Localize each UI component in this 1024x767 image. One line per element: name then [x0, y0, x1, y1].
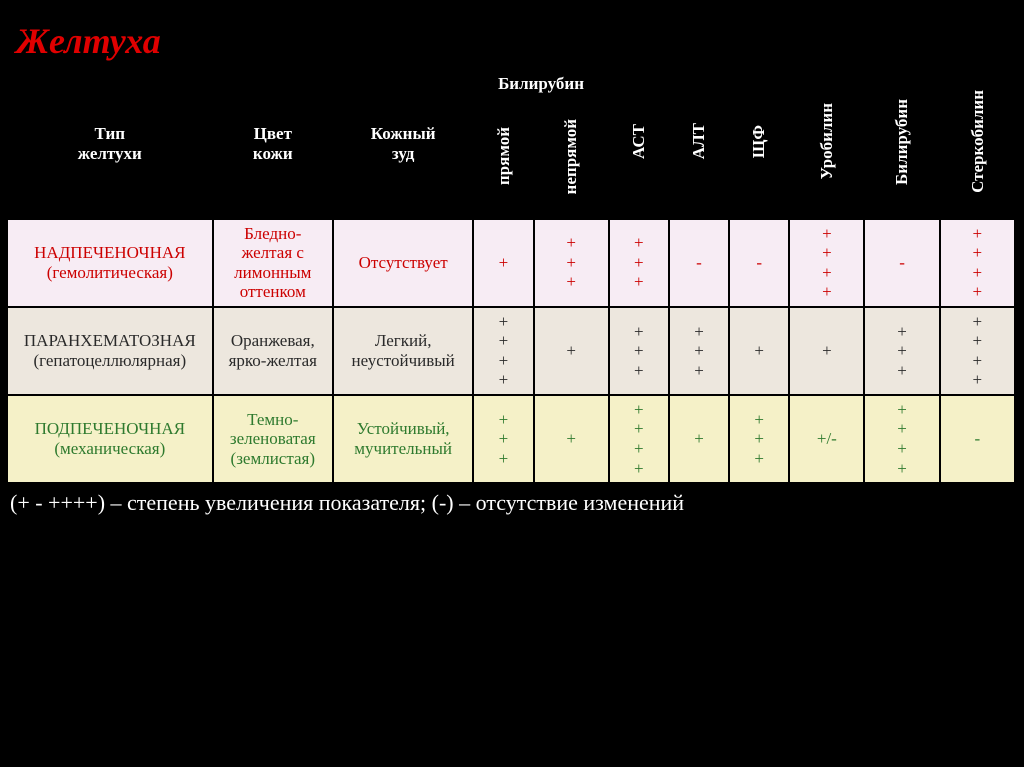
cell-value: ++++	[789, 219, 864, 307]
header-alp: ЩФ	[729, 69, 789, 219]
header-direct: прямой	[473, 99, 533, 219]
cell-value: +	[789, 307, 864, 395]
table-body: НАДПЕЧЕНОЧНАЯ(гемолитическая)Бледно-желт…	[7, 219, 1015, 484]
header-bilirubin-group: Билирубин	[473, 69, 608, 99]
cell-value: ++++	[940, 307, 1015, 395]
cell-itch: Легкий,неустойчивый	[333, 307, 473, 395]
cell-itch: Отсутствует	[333, 219, 473, 307]
header-alt: АЛТ	[669, 69, 729, 219]
header-stercobilin: Стеркобилин	[940, 69, 1015, 219]
cell-value: +++	[473, 395, 533, 483]
slide: Желтуха Типжелтухи Цветкожи Кожныйзуд Би…	[0, 0, 1024, 767]
cell-value: ++++	[473, 307, 533, 395]
cell-skin: Темно-зеленоватая(землистая)	[213, 395, 333, 483]
cell-skin: Бледно-желтая слимоннымоттенком	[213, 219, 333, 307]
cell-value: +	[729, 307, 789, 395]
header-skin: Цветкожи	[213, 69, 333, 219]
cell-value: ++++	[864, 395, 939, 483]
jaundice-table: Типжелтухи Цветкожи Кожныйзуд Билирубин …	[6, 68, 1016, 484]
cell-value: +++	[729, 395, 789, 483]
header-ast: АСТ	[609, 69, 669, 219]
header-indirect: непрямой	[534, 99, 609, 219]
cell-type: НАДПЕЧЕНОЧНАЯ(гемолитическая)	[7, 219, 213, 307]
cell-value: -	[729, 219, 789, 307]
cell-type: ПАРАНХЕМАТОЗНАЯ(гепатоцеллюлярная)	[7, 307, 213, 395]
footnote: (+ - ++++) – степень увеличения показате…	[0, 484, 1024, 516]
cell-value: +	[473, 219, 533, 307]
header-urobilin: Уробилин	[789, 69, 864, 219]
cell-value: +++	[609, 219, 669, 307]
cell-skin: Оранжевая,ярко-желтая	[213, 307, 333, 395]
cell-value: +++	[609, 307, 669, 395]
cell-value: +	[534, 307, 609, 395]
cell-value: -	[669, 219, 729, 307]
cell-type: ПОДПЕЧЕНОЧНАЯ(механическая)	[7, 395, 213, 483]
cell-value: +	[534, 395, 609, 483]
cell-value: ++++	[609, 395, 669, 483]
cell-itch: Устойчивый,мучительный	[333, 395, 473, 483]
cell-value: +++	[864, 307, 939, 395]
cell-value: +++	[669, 307, 729, 395]
cell-value: +++	[534, 219, 609, 307]
header-bilirubin-urine: Билирубин	[864, 69, 939, 219]
slide-title: Желтуха	[0, 20, 1024, 62]
header-itch: Кожныйзуд	[333, 69, 473, 219]
table-head: Типжелтухи Цветкожи Кожныйзуд Билирубин …	[7, 69, 1015, 219]
cell-value: ++++	[940, 219, 1015, 307]
table-row: ПОДПЕЧЕНОЧНАЯ(механическая)Темно-зеленов…	[7, 395, 1015, 483]
cell-value: -	[940, 395, 1015, 483]
table-row: НАДПЕЧЕНОЧНАЯ(гемолитическая)Бледно-желт…	[7, 219, 1015, 307]
cell-value: +	[669, 395, 729, 483]
header-type: Типжелтухи	[7, 69, 213, 219]
cell-value: -	[864, 219, 939, 307]
table-row: ПАРАНХЕМАТОЗНАЯ(гепатоцеллюлярная)Оранже…	[7, 307, 1015, 395]
cell-value: +/-	[789, 395, 864, 483]
